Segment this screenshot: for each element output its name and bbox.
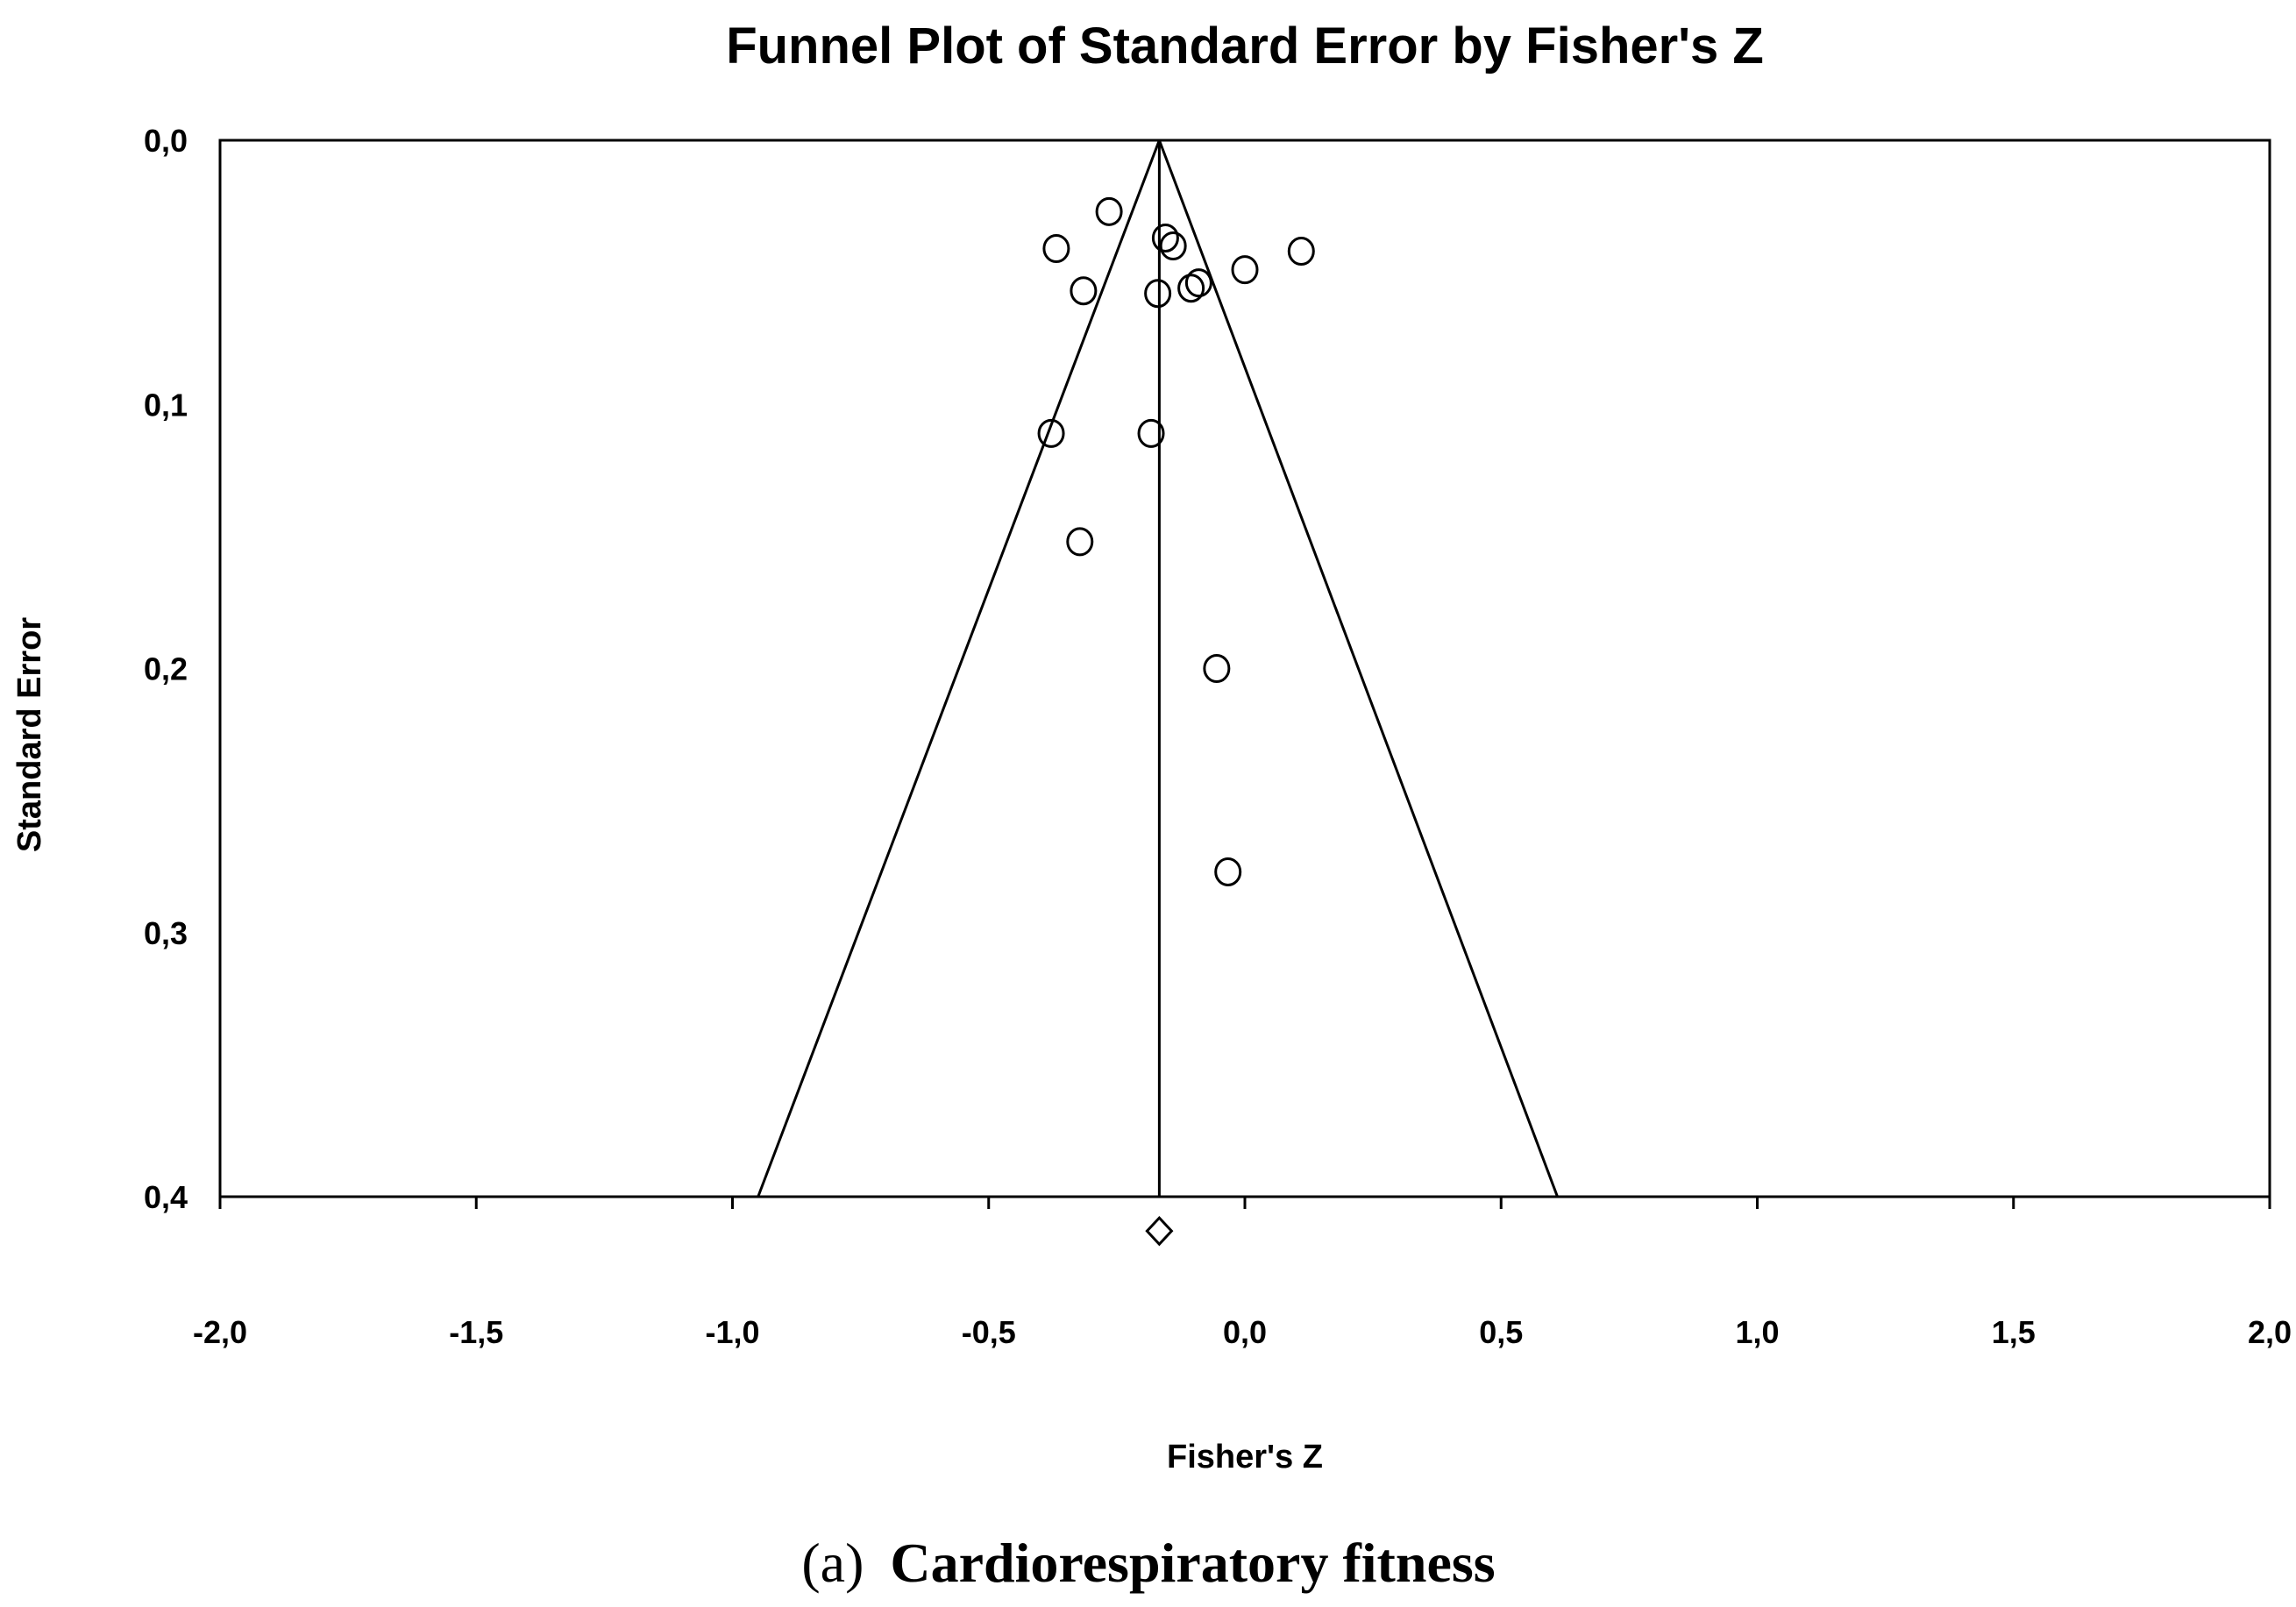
study-point — [1137, 418, 1165, 448]
x-tick-label: 2,0 — [2248, 1314, 2292, 1350]
y-tick-label: 0,2 — [144, 651, 188, 687]
y-tick-label: 0,0 — [144, 123, 188, 159]
x-axis-tick-labels: -2,0 -1,5 -1,0 -0,5 0,0 0,5 1,0 1,5 2,0 — [193, 1314, 2292, 1350]
y-axis-tick-labels: 0,0 0,1 0,2 0,3 0,4 — [144, 123, 188, 1215]
study-point — [1159, 231, 1187, 260]
study-point — [1214, 857, 1242, 886]
study-point — [1203, 654, 1231, 683]
chart-title: Funnel Plot of Standard Error by Fisher'… — [726, 18, 1764, 75]
study-point — [1151, 223, 1179, 252]
y-tick-label: 0,4 — [144, 1179, 188, 1215]
study-point — [1037, 418, 1065, 448]
study-point — [1042, 234, 1070, 264]
study-points — [1037, 196, 1315, 886]
funnel-left-line — [757, 139, 1161, 1198]
y-tick-label: 0,3 — [144, 915, 188, 951]
x-axis-label: Fisher's Z — [1167, 1439, 1323, 1475]
study-point — [1177, 274, 1205, 303]
funnel-lines — [757, 139, 1559, 1198]
x-tick-label: 1,0 — [1735, 1314, 1779, 1350]
figure-caption: (a) Cardiorespiratory fitness — [801, 1532, 1495, 1594]
x-tick-label: 1,5 — [1992, 1314, 2036, 1350]
caption-text: Cardiorespiratory fitness — [890, 1532, 1495, 1594]
x-tick-label: -2,0 — [193, 1314, 247, 1350]
study-point — [1231, 255, 1259, 285]
x-axis-tick-marks — [218, 1197, 2271, 1209]
plot-area-frame — [218, 139, 2271, 1198]
x-tick-label: -1,5 — [449, 1314, 503, 1350]
study-point — [1184, 268, 1212, 298]
x-tick-label: -0,5 — [962, 1314, 1016, 1350]
x-tick-label: 0,5 — [1479, 1314, 1523, 1350]
study-point — [1144, 279, 1172, 309]
x-tick-label: -1,0 — [705, 1314, 759, 1350]
x-tick-label: 0,0 — [1223, 1314, 1267, 1350]
study-point — [1066, 527, 1094, 557]
study-point — [1287, 237, 1315, 267]
summary-diamond-group — [1145, 1215, 1174, 1247]
caption-letter: (a) — [801, 1532, 864, 1594]
study-point — [1095, 196, 1123, 226]
y-tick-label: 0,1 — [144, 387, 188, 423]
summary-diamond — [1145, 1215, 1174, 1247]
funnel-right-line — [1157, 139, 1559, 1198]
y-axis-label: Standard Error — [11, 617, 48, 852]
study-point — [1070, 276, 1098, 306]
